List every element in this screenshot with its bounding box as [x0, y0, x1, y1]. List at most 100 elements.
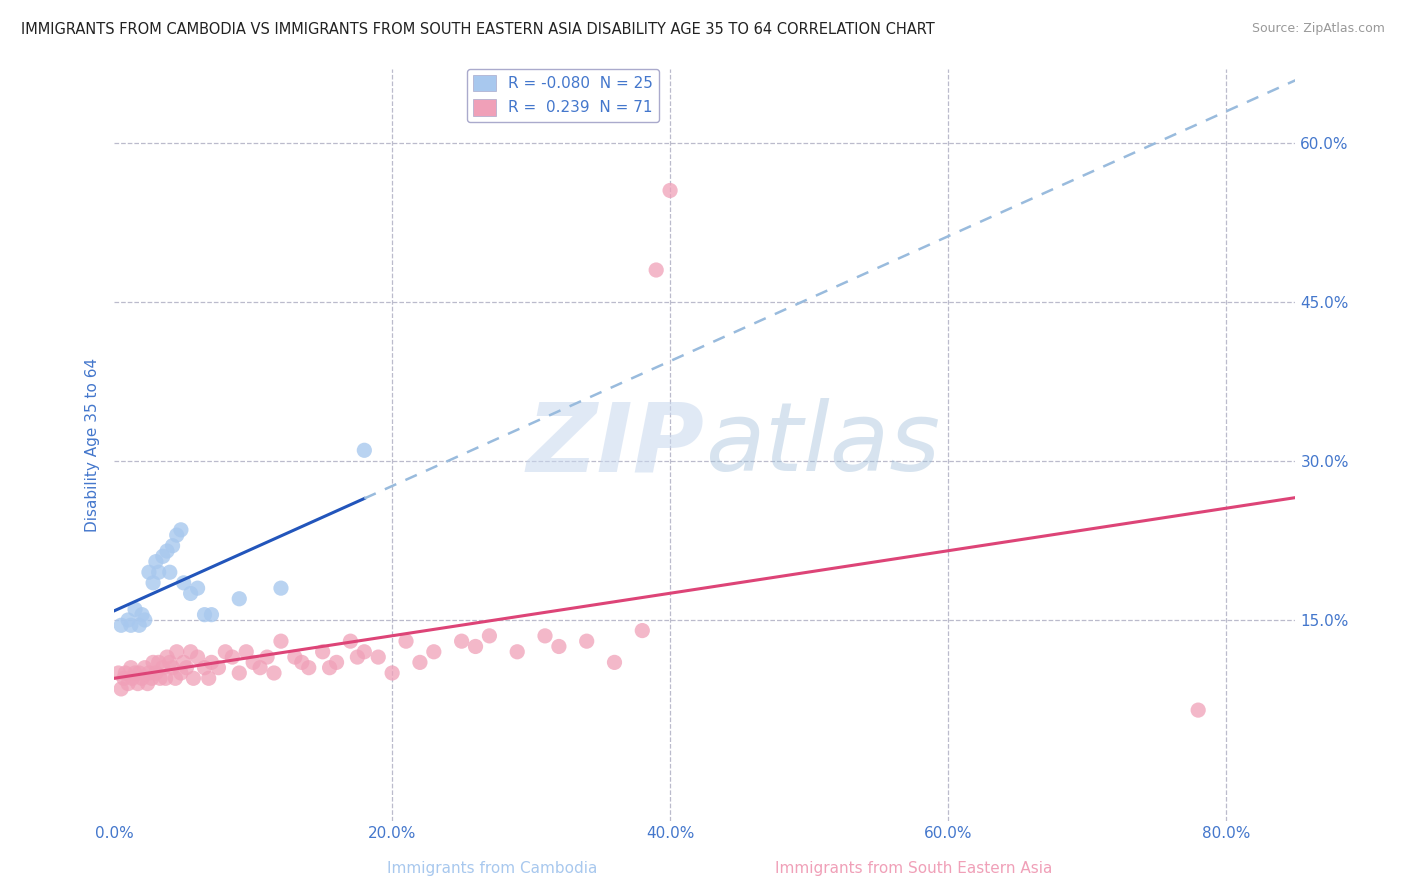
- Point: [263, 665, 285, 680]
- Point: [325, 656, 347, 670]
- Point: [138, 566, 160, 580]
- Point: [166, 645, 188, 659]
- Point: [124, 665, 146, 680]
- Point: [128, 618, 150, 632]
- Point: [1187, 703, 1209, 717]
- Point: [249, 661, 271, 675]
- Point: [112, 671, 135, 685]
- Point: [346, 650, 368, 665]
- Point: [450, 634, 472, 648]
- Point: [131, 607, 153, 622]
- Text: atlas: atlas: [704, 399, 939, 491]
- Point: [221, 650, 243, 665]
- Point: [114, 665, 136, 680]
- Point: [136, 676, 159, 690]
- Point: [138, 665, 160, 680]
- Point: [298, 661, 321, 675]
- Point: [170, 665, 193, 680]
- Point: [142, 575, 165, 590]
- Point: [506, 645, 529, 659]
- Point: [270, 634, 292, 648]
- Point: [165, 671, 187, 685]
- Point: [170, 523, 193, 537]
- Point: [176, 661, 198, 675]
- Point: [197, 671, 219, 685]
- Point: [110, 681, 132, 696]
- Point: [311, 645, 333, 659]
- Point: [148, 566, 170, 580]
- Legend: R = -0.080  N = 25, R =  0.239  N = 71: R = -0.080 N = 25, R = 0.239 N = 71: [467, 69, 659, 122]
- Point: [409, 656, 432, 670]
- Point: [152, 661, 174, 675]
- Point: [291, 656, 314, 670]
- Point: [207, 661, 229, 675]
- Point: [464, 640, 486, 654]
- Point: [200, 656, 222, 670]
- Point: [110, 618, 132, 632]
- Point: [284, 650, 307, 665]
- Point: [180, 645, 202, 659]
- Point: [173, 575, 195, 590]
- Point: [142, 656, 165, 670]
- Point: [131, 671, 153, 685]
- Point: [659, 184, 682, 198]
- Point: [339, 634, 361, 648]
- Point: [367, 650, 389, 665]
- Point: [603, 656, 626, 670]
- Point: [145, 555, 167, 569]
- Point: [166, 528, 188, 542]
- Point: [187, 581, 209, 595]
- Point: [134, 613, 156, 627]
- Point: [141, 671, 163, 685]
- Point: [134, 661, 156, 675]
- Point: [214, 645, 236, 659]
- Point: [193, 661, 215, 675]
- Point: [395, 634, 418, 648]
- Text: IMMIGRANTS FROM CAMBODIA VS IMMIGRANTS FROM SOUTH EASTERN ASIA DISABILITY AGE 35: IMMIGRANTS FROM CAMBODIA VS IMMIGRANTS F…: [21, 22, 935, 37]
- Point: [128, 665, 150, 680]
- Point: [478, 629, 501, 643]
- Point: [548, 640, 571, 654]
- Point: [183, 671, 205, 685]
- Point: [318, 661, 340, 675]
- Point: [127, 676, 149, 690]
- Point: [270, 581, 292, 595]
- Point: [149, 671, 172, 685]
- Point: [159, 656, 181, 670]
- Point: [155, 671, 177, 685]
- Point: [256, 650, 278, 665]
- Point: [353, 443, 375, 458]
- Point: [187, 650, 209, 665]
- Point: [117, 613, 139, 627]
- Point: [121, 671, 143, 685]
- Y-axis label: Disability Age 35 to 64: Disability Age 35 to 64: [86, 358, 100, 532]
- Point: [173, 656, 195, 670]
- Point: [534, 629, 557, 643]
- Text: Immigrants from Cambodia: Immigrants from Cambodia: [387, 861, 598, 876]
- Point: [156, 544, 179, 558]
- Text: Source: ZipAtlas.com: Source: ZipAtlas.com: [1251, 22, 1385, 36]
- Point: [423, 645, 446, 659]
- Text: ZIP: ZIP: [527, 399, 704, 491]
- Point: [117, 676, 139, 690]
- Point: [228, 591, 250, 606]
- Point: [631, 624, 654, 638]
- Point: [148, 656, 170, 670]
- Point: [353, 645, 375, 659]
- Point: [162, 661, 184, 675]
- Point: [235, 645, 257, 659]
- Point: [145, 665, 167, 680]
- Text: Immigrants from South Eastern Asia: Immigrants from South Eastern Asia: [775, 861, 1053, 876]
- Point: [156, 650, 179, 665]
- Point: [152, 549, 174, 564]
- Point: [107, 665, 129, 680]
- Point: [162, 539, 184, 553]
- Point: [200, 607, 222, 622]
- Point: [645, 263, 668, 277]
- Point: [242, 656, 264, 670]
- Point: [120, 661, 142, 675]
- Point: [575, 634, 598, 648]
- Point: [120, 618, 142, 632]
- Point: [124, 602, 146, 616]
- Point: [228, 665, 250, 680]
